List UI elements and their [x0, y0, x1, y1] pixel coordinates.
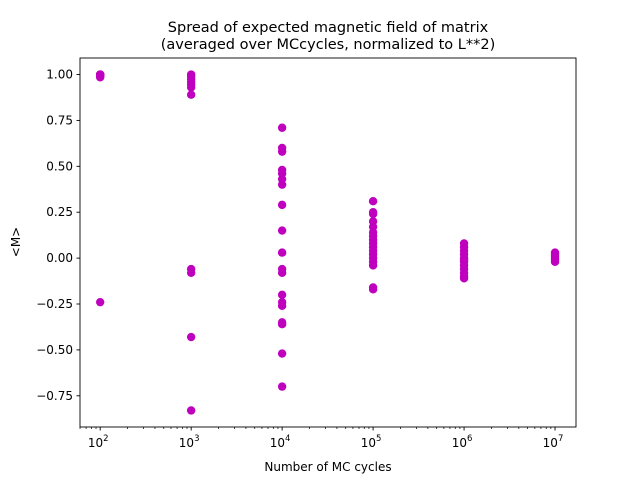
- x-axis-label: Number of MC cycles: [264, 460, 391, 474]
- data-point: [95, 70, 105, 79]
- data-point: [277, 349, 287, 358]
- x-tick-label: 105: [361, 434, 382, 450]
- y-axis-label: <M>: [9, 227, 23, 257]
- data-point: [186, 332, 196, 342]
- data-point: [186, 83, 196, 92]
- axes-frame: [79, 57, 577, 428]
- x-tick-label: 107: [543, 434, 564, 450]
- data-point: [186, 90, 196, 99]
- x-tick-label: 103: [179, 434, 200, 450]
- data-point: [277, 180, 287, 189]
- chart-title-line-2: (averaged over MCcycles, normalized to L…: [161, 37, 495, 53]
- x-tick-label: 102: [88, 434, 109, 450]
- data-point: [277, 200, 287, 210]
- data-point: [186, 268, 196, 277]
- y-tick-label: −0.75: [36, 389, 73, 403]
- data-point: [277, 248, 287, 257]
- y-tick-label: −0.50: [36, 343, 73, 357]
- data-point: [277, 301, 287, 311]
- data-point: [277, 319, 287, 329]
- plot-area: 102 103 104 105 106 107 1.00 0.75 0.50 0.25 0.00 −0…: [36, 57, 577, 450]
- data-point: [277, 382, 287, 391]
- data-point: [277, 147, 287, 156]
- x-tick-label: 106: [452, 434, 473, 450]
- x-tick-label: 104: [270, 434, 291, 450]
- y-tick-label: 0.50: [46, 159, 73, 173]
- y-tick-label: 0.00: [46, 251, 73, 265]
- data-point: [368, 196, 378, 206]
- data-point: [368, 209, 378, 219]
- data-point: [459, 274, 469, 283]
- data-point: [95, 297, 105, 307]
- y-tick-label: 1.00: [46, 68, 73, 82]
- data-point: [277, 290, 287, 300]
- chart-title-line-1: Spread of expected magnetic field of mat…: [168, 20, 489, 36]
- data-point: [186, 406, 196, 415]
- data-point: [277, 226, 287, 235]
- data-point: [368, 261, 378, 270]
- data-point: [550, 257, 560, 266]
- y-tick-label: −0.25: [36, 297, 73, 311]
- data-point: [277, 268, 287, 277]
- data-point: [368, 285, 378, 294]
- data-point: [277, 123, 287, 132]
- y-tick-label: 0.75: [46, 113, 73, 127]
- y-tick-label: 0.25: [46, 205, 73, 219]
